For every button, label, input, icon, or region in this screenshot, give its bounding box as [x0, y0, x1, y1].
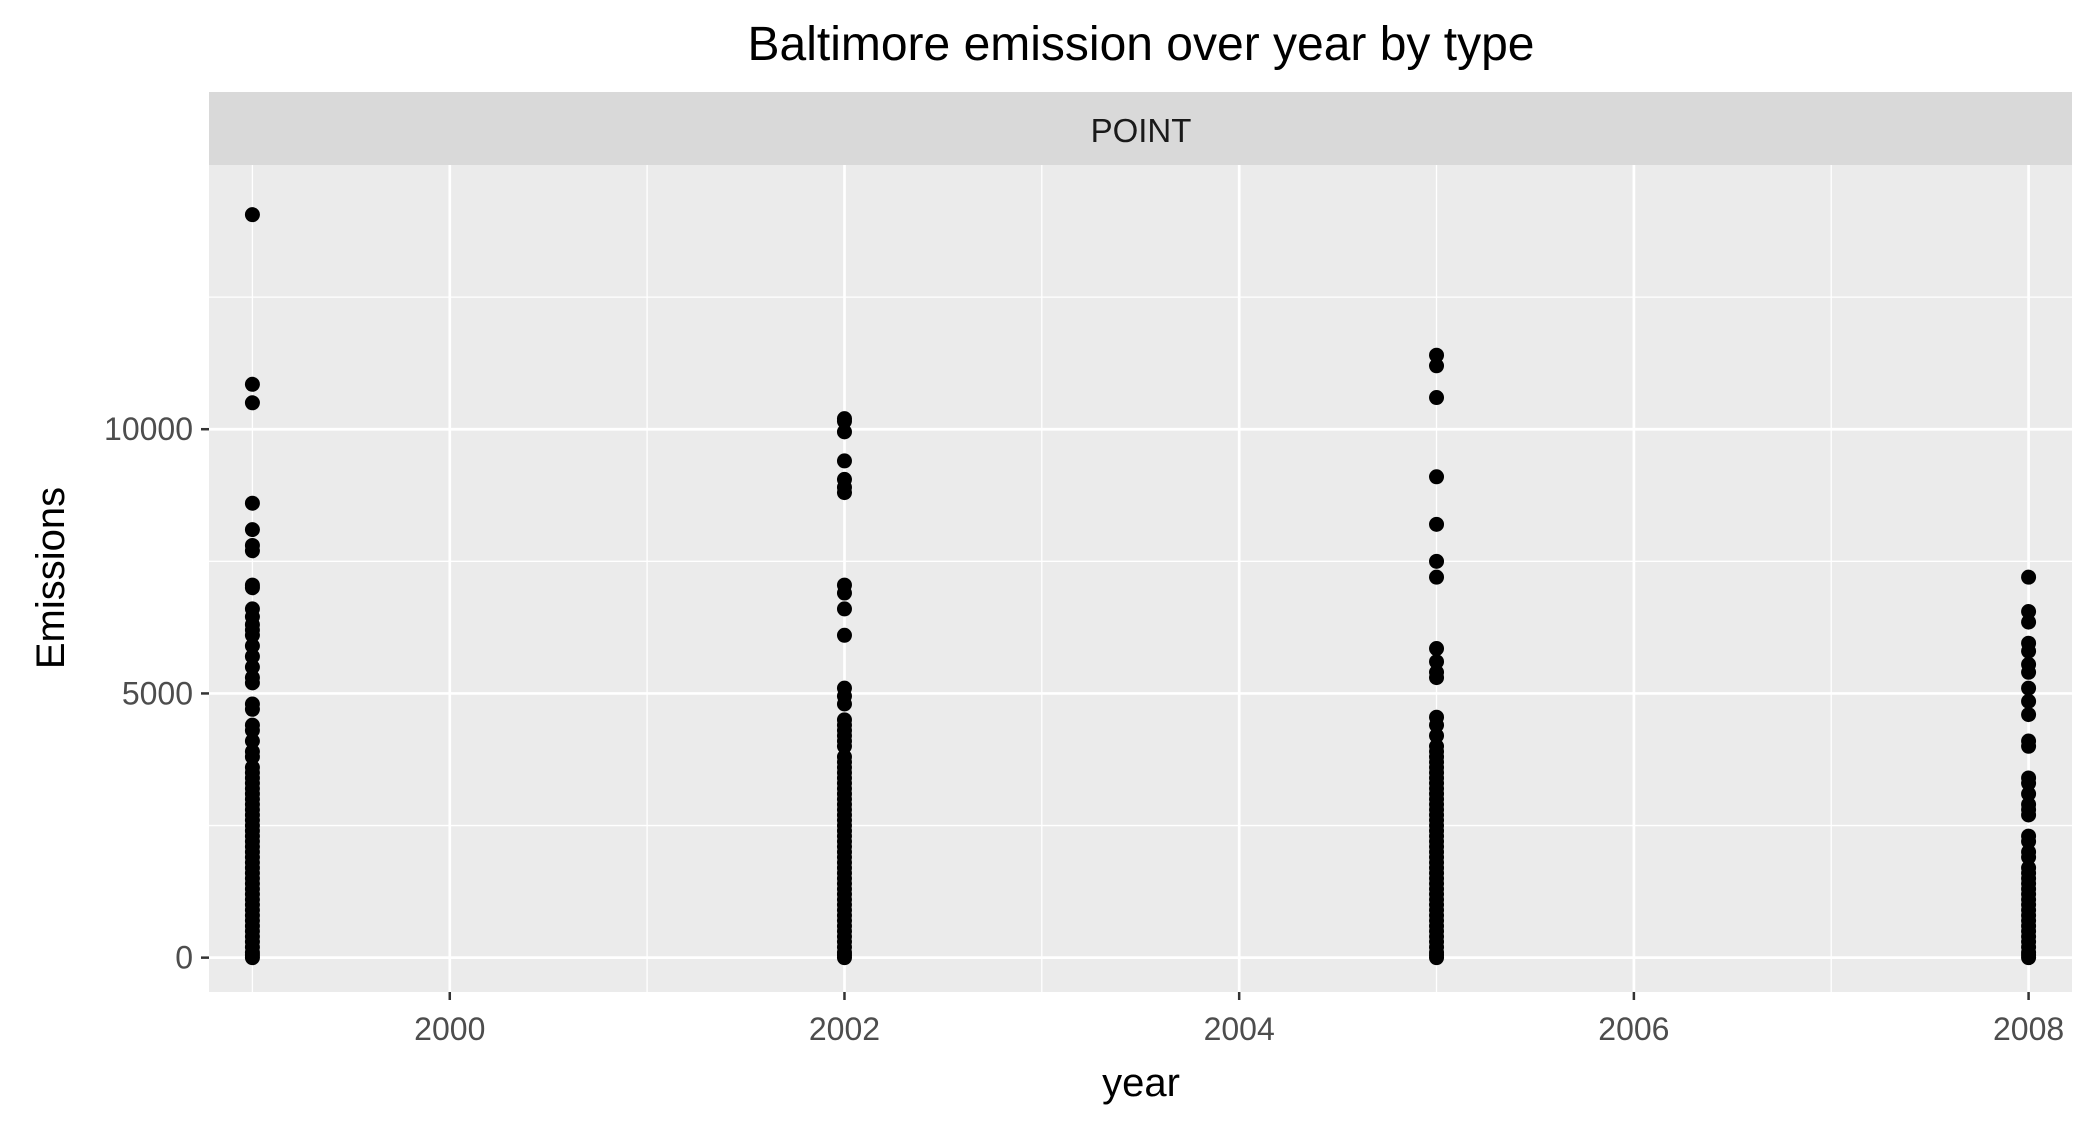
facet-strip [209, 92, 2072, 165]
facet-strip-label: POINT [1091, 112, 1192, 149]
data-point [2021, 680, 2037, 696]
data-point [2021, 604, 2037, 620]
plot-panel [209, 165, 2072, 992]
data-point [1429, 390, 1445, 406]
data-point [836, 453, 852, 469]
data-point [2021, 569, 2037, 585]
data-point [244, 495, 260, 511]
data-point [244, 722, 260, 738]
data-point [836, 424, 852, 440]
x-axis-tick-label: 2000 [414, 1011, 485, 1047]
data-point [2021, 786, 2037, 802]
x-axis: 2000 2002 2004 2006 2008 [414, 992, 2064, 1047]
data-point [1429, 516, 1445, 532]
data-point [2021, 738, 2037, 754]
chart-title: Baltimore emission over year by type [748, 18, 1535, 71]
data-point [244, 749, 260, 765]
data-point [1429, 654, 1445, 670]
data-point [2021, 807, 2037, 823]
data-point [244, 543, 260, 559]
y-axis-tick-label: 0 [175, 940, 193, 976]
data-point [1429, 553, 1445, 569]
data-point [1429, 569, 1445, 585]
data-point [1429, 950, 1445, 966]
data-point [836, 413, 852, 429]
x-axis-tick-label: 2006 [1598, 1011, 1669, 1047]
data-point [244, 522, 260, 538]
data-point [836, 601, 852, 617]
data-point [1429, 358, 1445, 374]
data-point [1429, 469, 1445, 485]
data-point [244, 659, 260, 675]
y-axis-label: Emissions [29, 487, 73, 669]
y-axis-tick-label: 5000 [122, 675, 193, 711]
data-point [1429, 717, 1445, 733]
data-point [244, 207, 260, 223]
data-point [2021, 849, 2037, 865]
x-axis-tick-label: 2004 [1204, 1011, 1275, 1047]
data-point [2021, 643, 2037, 659]
x-axis-label: year [1102, 1061, 1180, 1105]
data-point [2021, 775, 2037, 791]
data-point [2021, 664, 2037, 680]
data-point [244, 701, 260, 717]
data-point [1429, 728, 1445, 744]
minor-gridlines [209, 165, 2072, 992]
data-point [244, 638, 260, 654]
data-point [836, 696, 852, 712]
data-point [244, 395, 260, 411]
data-point [244, 648, 260, 664]
data-point [244, 627, 260, 643]
x-axis-tick-label: 2008 [1993, 1011, 2064, 1047]
data-point [2021, 707, 2037, 723]
data-point [1429, 347, 1445, 363]
y-axis-tick-label: 10000 [104, 411, 193, 447]
data-point [2021, 693, 2037, 709]
data-point [836, 627, 852, 643]
data-point [836, 485, 852, 501]
data-point [2021, 950, 2037, 966]
data-point [836, 950, 852, 966]
data-point [244, 675, 260, 691]
x-axis-tick-label: 2002 [809, 1011, 880, 1047]
data-point [836, 738, 852, 754]
data-point [836, 585, 852, 601]
data-point [1429, 641, 1445, 657]
data-point [244, 376, 260, 392]
data-point [2021, 833, 2037, 849]
data-points [244, 207, 2037, 966]
y-axis: 0 5000 10000 [104, 411, 209, 976]
data-point [1429, 670, 1445, 686]
data-point [244, 950, 260, 966]
data-point [2021, 614, 2037, 630]
data-point [244, 733, 260, 749]
data-point [244, 580, 260, 596]
